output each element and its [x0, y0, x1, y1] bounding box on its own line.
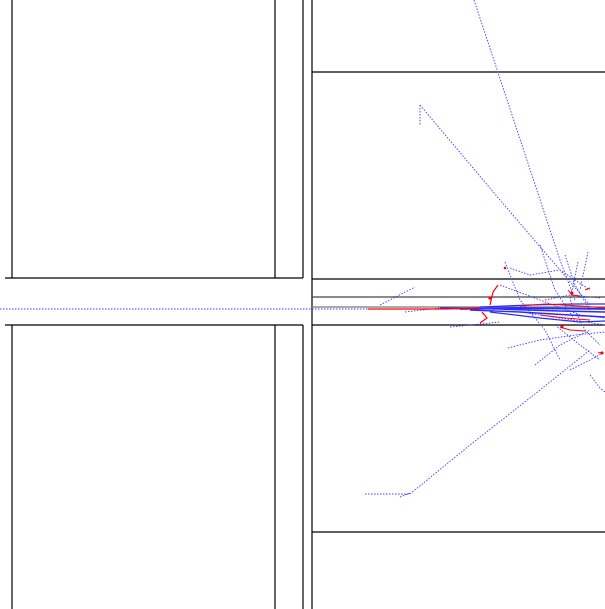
trajectory-diagonal-lower: [365, 349, 591, 495]
trajectory-cluster-4: [569, 261, 601, 346]
left-structure: [5, 0, 304, 609]
red-trajectories: [368, 284, 605, 354]
trajectory-lower-left: [449, 321, 501, 328]
trajectory-cluster-12: [544, 294, 601, 301]
red-marker-3: [570, 291, 574, 295]
trajectory-cluster-2: [539, 244, 576, 321]
beam-core-line-4: [489, 311, 605, 323]
red-marker-4: [600, 351, 604, 355]
trajectory-cluster-13: [519, 311, 605, 326]
beam-core-line-5: [459, 307, 605, 310]
trajectory-cluster-1: [504, 261, 561, 361]
trajectory-cluster-9: [534, 329, 591, 366]
trajectory-cluster-10: [569, 351, 605, 371]
trajectory-cluster-3: [564, 254, 591, 311]
trajectory-cluster-8: [507, 331, 605, 349]
trajectory-cluster-7: [509, 267, 591, 291]
blue-trajectories: [365, 0, 605, 498]
red-lower-branch: [479, 311, 488, 324]
trajectory-top-long: [473, 0, 576, 301]
trajectory-cluster-11: [589, 374, 605, 393]
red-right-line-2: [539, 314, 591, 321]
beam-core-line-2: [469, 309, 605, 318]
red-right-line-4: [567, 289, 581, 297]
red-right-stub-2: [584, 287, 591, 291]
trajectory-left-branch: [379, 286, 416, 306]
trajectory-cluster-14: [554, 324, 601, 361]
red-main-line: [368, 307, 481, 310]
red-markers: [488, 266, 604, 355]
red-right-line-1: [519, 303, 605, 309]
trajectory-diagonal-upper: [419, 104, 591, 306]
red-marker-5: [503, 266, 507, 270]
trajectory-cluster-6: [499, 284, 605, 319]
red-upper-branch: [489, 284, 499, 306]
trajectory-cluster-5: [579, 251, 589, 291]
red-marker-1: [488, 296, 492, 300]
red-marker-2: [560, 325, 564, 329]
right-structure: [311, 0, 605, 609]
red-right-line-3: [559, 326, 586, 332]
